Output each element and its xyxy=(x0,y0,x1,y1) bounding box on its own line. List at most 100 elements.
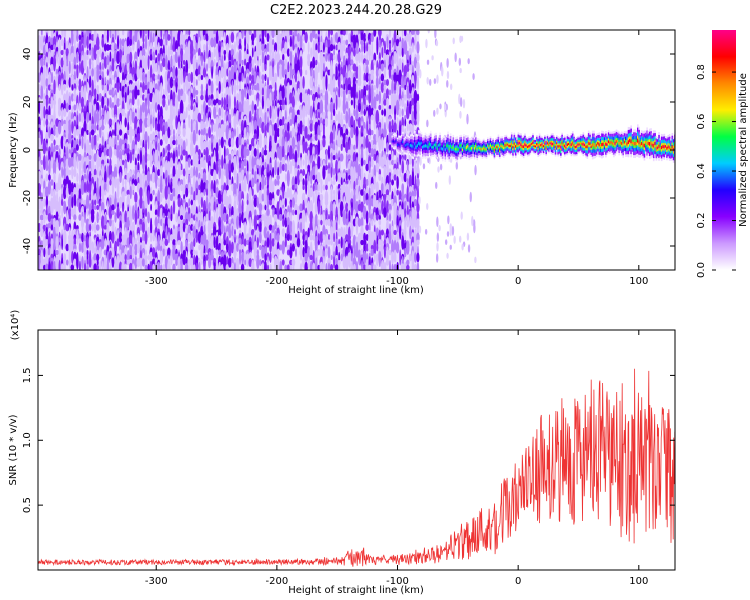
noise-cell xyxy=(195,42,199,53)
noise-cell xyxy=(255,164,260,171)
noise-cell xyxy=(352,234,357,251)
noise-cell xyxy=(391,55,394,70)
noise-cell xyxy=(302,234,305,241)
noise-cell xyxy=(213,37,217,48)
noise-cell xyxy=(121,143,125,152)
noise-cell xyxy=(96,166,99,179)
noise-cell xyxy=(91,161,95,174)
noise-cell xyxy=(197,149,201,156)
noise-cell xyxy=(380,82,384,93)
signal-cell xyxy=(423,145,425,148)
noise-cell xyxy=(329,234,334,241)
noise-cell xyxy=(393,263,397,270)
noise-cell xyxy=(200,196,204,209)
noise-cell xyxy=(287,178,290,187)
noise-cell xyxy=(156,177,161,188)
noise-cell xyxy=(258,106,263,119)
noise-cell xyxy=(324,164,328,171)
noise-cell xyxy=(167,94,171,101)
noise-cell xyxy=(78,83,82,92)
noise-cell xyxy=(378,209,382,216)
noise-cell xyxy=(230,137,235,148)
signal-cell xyxy=(398,143,400,146)
noise-cell xyxy=(198,244,201,251)
noise-cell xyxy=(155,176,158,189)
noise-cell xyxy=(96,72,99,83)
noise-cell xyxy=(200,88,204,97)
noise-cell xyxy=(368,134,372,141)
noise-cell xyxy=(473,223,476,234)
noise-cell xyxy=(256,125,260,140)
noise-cell xyxy=(213,58,216,67)
noise-cell xyxy=(416,93,420,102)
noise-cell xyxy=(299,221,303,234)
noise-cell xyxy=(353,263,356,270)
noise-cell xyxy=(210,204,214,211)
noise-cell xyxy=(108,250,113,265)
noise-cell xyxy=(378,68,382,77)
noise-cell xyxy=(383,127,387,138)
noise-cell xyxy=(358,33,361,42)
noise-cell xyxy=(276,146,280,159)
noise-cell xyxy=(128,262,133,270)
noise-cell xyxy=(393,210,397,225)
noise-cell xyxy=(342,238,346,247)
noise-cell xyxy=(108,146,113,159)
noise-cell xyxy=(233,96,237,109)
noise-cell xyxy=(312,262,316,270)
noise-cell xyxy=(106,64,110,71)
noise-cell xyxy=(365,178,369,187)
noise-cell xyxy=(279,161,283,174)
noise-cell xyxy=(99,105,102,120)
noise-cell xyxy=(304,31,308,44)
noise-cell xyxy=(93,109,97,126)
noise-cell xyxy=(388,230,392,245)
noise-cell xyxy=(426,76,429,85)
noise-cell xyxy=(238,72,242,83)
noise-cell xyxy=(195,262,199,270)
noise-cell xyxy=(149,48,153,57)
noise-cell xyxy=(136,182,140,193)
noise-cell xyxy=(68,104,71,111)
noise-cell xyxy=(251,67,255,78)
noise-cell xyxy=(73,195,77,210)
noise-cell xyxy=(190,264,193,270)
noise-cell xyxy=(139,218,143,227)
noise-cell xyxy=(353,48,356,57)
noise-cell xyxy=(157,122,161,133)
noise-cell xyxy=(317,200,321,215)
noise-cell xyxy=(411,30,415,36)
noise-cell xyxy=(355,97,359,108)
noise-cell xyxy=(182,111,186,124)
noise-cell xyxy=(409,238,412,247)
noise-cell xyxy=(347,93,351,102)
noise-cell xyxy=(157,168,161,177)
noise-cell xyxy=(230,108,235,117)
noise-cell xyxy=(188,213,191,222)
noise-cell xyxy=(332,154,336,161)
noise-cell xyxy=(276,174,280,181)
noise-cell xyxy=(91,183,94,192)
noise-cell xyxy=(78,112,82,123)
noise-cell xyxy=(223,65,227,80)
noise-cell xyxy=(256,182,260,193)
noise-cell xyxy=(114,196,117,209)
noise-cell xyxy=(78,34,82,41)
noise-cell xyxy=(139,214,143,221)
noise-cell xyxy=(304,239,308,256)
noise-cell xyxy=(65,76,69,89)
noise-cell xyxy=(294,122,298,133)
noise-cell xyxy=(67,157,72,168)
noise-cell xyxy=(106,226,110,239)
noise-cell xyxy=(228,36,232,49)
noise-cell xyxy=(367,128,372,137)
noise-cell xyxy=(111,87,115,98)
noise-cell xyxy=(307,88,311,97)
noise-cell xyxy=(63,30,67,41)
noise-cell xyxy=(126,152,130,163)
noise-cell xyxy=(435,181,438,190)
noise-cell xyxy=(205,195,209,210)
noise-cell xyxy=(266,97,270,108)
noise-cell xyxy=(264,94,267,111)
noise-cell xyxy=(63,223,66,232)
